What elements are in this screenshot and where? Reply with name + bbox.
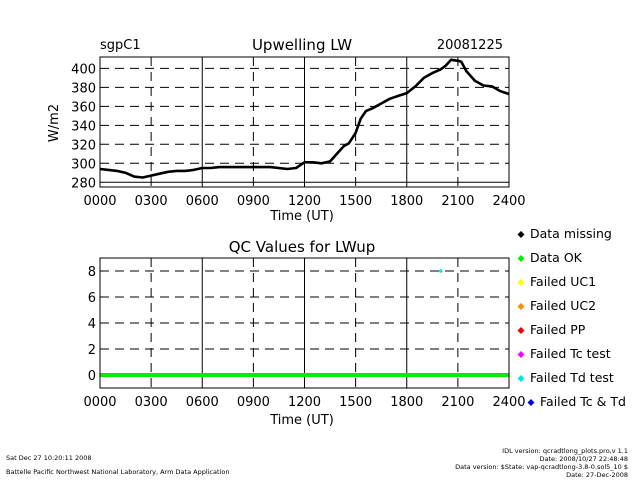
y-tick-label: 280 — [71, 176, 96, 191]
x-tick-label: 0300 — [135, 395, 168, 410]
x-tick-label: 2100 — [441, 395, 474, 410]
lab-credit: Battelle Pacific Northwest National Labo… — [6, 468, 229, 476]
qc-chart-title: QC Values for LWup — [229, 238, 376, 256]
qc-x-axis-label: Time (UT) — [269, 413, 334, 428]
y-tick-label: 400 — [71, 62, 96, 77]
legend-marker — [517, 327, 525, 334]
chart-title: Upwelling LW — [252, 36, 352, 54]
x-tick-label: 1500 — [339, 194, 372, 209]
timestamp: Sat Dec 27 10:20:11 2008 — [6, 454, 92, 462]
x-tick-label: 0000 — [83, 395, 116, 410]
plot-frame — [99, 56, 510, 188]
legend-marker — [517, 279, 525, 286]
y-tick-label: 300 — [71, 157, 96, 172]
legend-marker — [517, 351, 525, 358]
idl-date: Date: 2008/10/27 22:48:48 — [539, 455, 628, 463]
qc-point — [439, 269, 443, 273]
x-tick-label: 1200 — [288, 395, 321, 410]
legend-label: Failed Td test — [530, 370, 614, 385]
data-date: Date: 27-Dec-2008 — [566, 471, 628, 479]
legend-label: Failed PP — [530, 322, 586, 337]
y-axis-label: W/m2 — [47, 104, 62, 142]
y-tick-label: 2 — [88, 343, 96, 358]
x-tick-label: 1800 — [390, 395, 423, 410]
legend-marker — [517, 375, 525, 382]
legend-label: Failed Tc & Td — [540, 394, 626, 409]
y-tick-label: 4 — [88, 317, 96, 332]
x-tick-label: 0000 — [83, 194, 116, 209]
x-axis-label: Time (UT) — [269, 209, 334, 224]
y-tick-label: 360 — [71, 100, 96, 115]
y-tick-labels: 280 300 320 340 360 380 400 — [71, 62, 96, 191]
legend-marker — [527, 399, 535, 406]
series-lines — [99, 58, 510, 179]
grid — [100, 258, 509, 388]
legend-marker — [517, 255, 525, 262]
qc-y-tick-labels: 0 2 4 6 8 — [88, 265, 96, 384]
data-version: Data version: $State: vap-qcradtlong-3.8… — [455, 463, 628, 471]
x-tick-labels: 0000 0300 0600 0900 1200 1500 1800 2100 2400 — [83, 194, 525, 209]
y-tick-label: 0 — [88, 369, 96, 384]
legend-label: Failed UC1 — [530, 274, 596, 289]
lw-series-line — [99, 58, 510, 179]
x-tick-label: 1500 — [339, 395, 372, 410]
y-tick-label: 380 — [71, 81, 96, 96]
x-tick-label: 0600 — [186, 395, 219, 410]
y-tick-label: 8 — [88, 265, 96, 280]
upwelling-lw-chart: sgpC1 Upwelling LW 20081225 W/m2 Time (U… — [47, 36, 526, 224]
y-tick-label: 340 — [71, 119, 96, 134]
x-tick-label: 2400 — [492, 395, 525, 410]
x-tick-label: 0900 — [237, 194, 270, 209]
legend-label: Failed UC2 — [530, 298, 596, 313]
grid — [100, 57, 509, 187]
idl-version: IDL version: qcradtlong_plots.pro,v 1.1 — [502, 447, 628, 455]
y-tick-label: 6 — [88, 291, 96, 306]
legend-label: Data OK — [530, 250, 583, 265]
x-tick-label: 2400 — [492, 194, 525, 209]
date-label: 20081225 — [437, 38, 503, 53]
legend-marker — [517, 303, 525, 310]
qc-plot-frame — [99, 257, 510, 389]
x-tick-label: 0300 — [135, 194, 168, 209]
legend-label: Failed Tc test — [530, 346, 611, 361]
x-tick-label: 2100 — [441, 194, 474, 209]
legend: Data missing Data OK Failed UC1 Failed UC2 F… — [517, 226, 626, 409]
x-tick-label: 1200 — [288, 194, 321, 209]
site-label: sgpC1 — [100, 38, 141, 53]
y-tick-label: 320 — [71, 138, 96, 153]
x-tick-label: 1800 — [390, 194, 423, 209]
legend-marker — [517, 231, 525, 238]
footer: Sat Dec 27 10:20:11 2008 Battelle Pacifi… — [6, 447, 628, 479]
legend-label: Data missing — [530, 226, 612, 241]
x-tick-label: 0900 — [237, 395, 270, 410]
x-tick-label: 0600 — [186, 194, 219, 209]
qc-x-tick-labels: 0000 0300 0600 0900 1200 1500 1800 2100 2400 — [83, 395, 525, 410]
qc-series — [100, 269, 509, 377]
